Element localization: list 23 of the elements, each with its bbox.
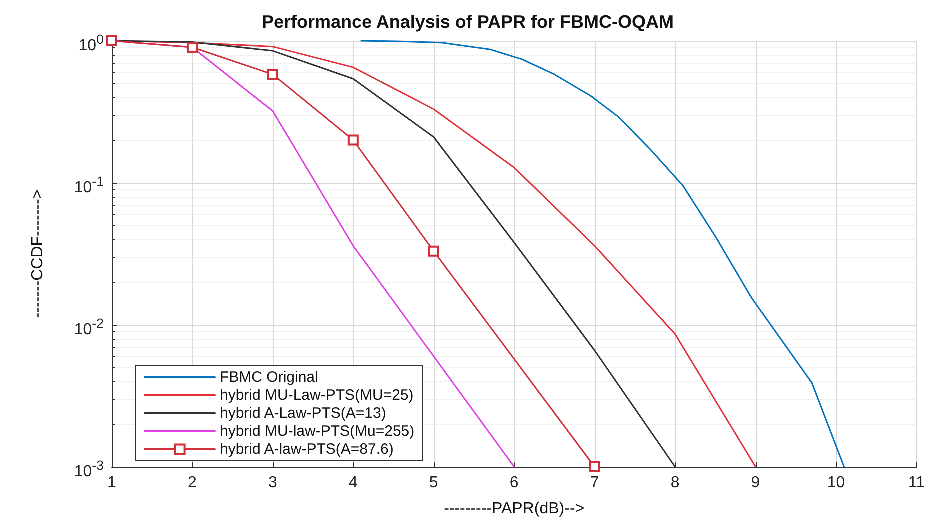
x-tick-label: 5 xyxy=(429,474,438,492)
legend-label: hybrid MU-Law-PTS(MU=25) xyxy=(220,387,414,404)
x-axis-title: ---------PAPR(dB)--> xyxy=(444,500,585,518)
x-tick-label: 7 xyxy=(590,474,600,492)
y-axis-title: -------CCDF-------> xyxy=(30,190,46,318)
x-tick-label: 3 xyxy=(268,474,278,492)
x-tick-label: 11 xyxy=(908,474,926,492)
legend-label: FBMC Original xyxy=(220,369,318,386)
legend-label: hybrid A-Law-PTS(A=13) xyxy=(220,405,386,422)
x-tick-label: 1 xyxy=(108,474,117,492)
x-tick-label: 10 xyxy=(827,474,846,492)
y-tick-label: 10$^{0}$ xyxy=(78,31,104,56)
y-tick-label: 10$^{-1}$ xyxy=(74,173,104,198)
x-tick-label: 6 xyxy=(510,474,519,492)
y-tick-label: 10$^{-2}$ xyxy=(74,315,104,340)
legend-label: hybrid MU-law-PTS(Mu=255) xyxy=(220,423,415,440)
x-tick-label: 4 xyxy=(348,474,358,492)
y-tick-label: 10$^{-3}$ xyxy=(74,457,104,482)
x-tick-label: 9 xyxy=(751,474,760,492)
x-tick-label: 2 xyxy=(188,474,198,492)
chart-title: Performance Analysis of PAPR for FBMC-OQAM xyxy=(262,12,674,32)
x-tick-label: 8 xyxy=(670,474,680,492)
legend-label: hybrid A-law-PTS(A=87.6) xyxy=(220,441,394,458)
